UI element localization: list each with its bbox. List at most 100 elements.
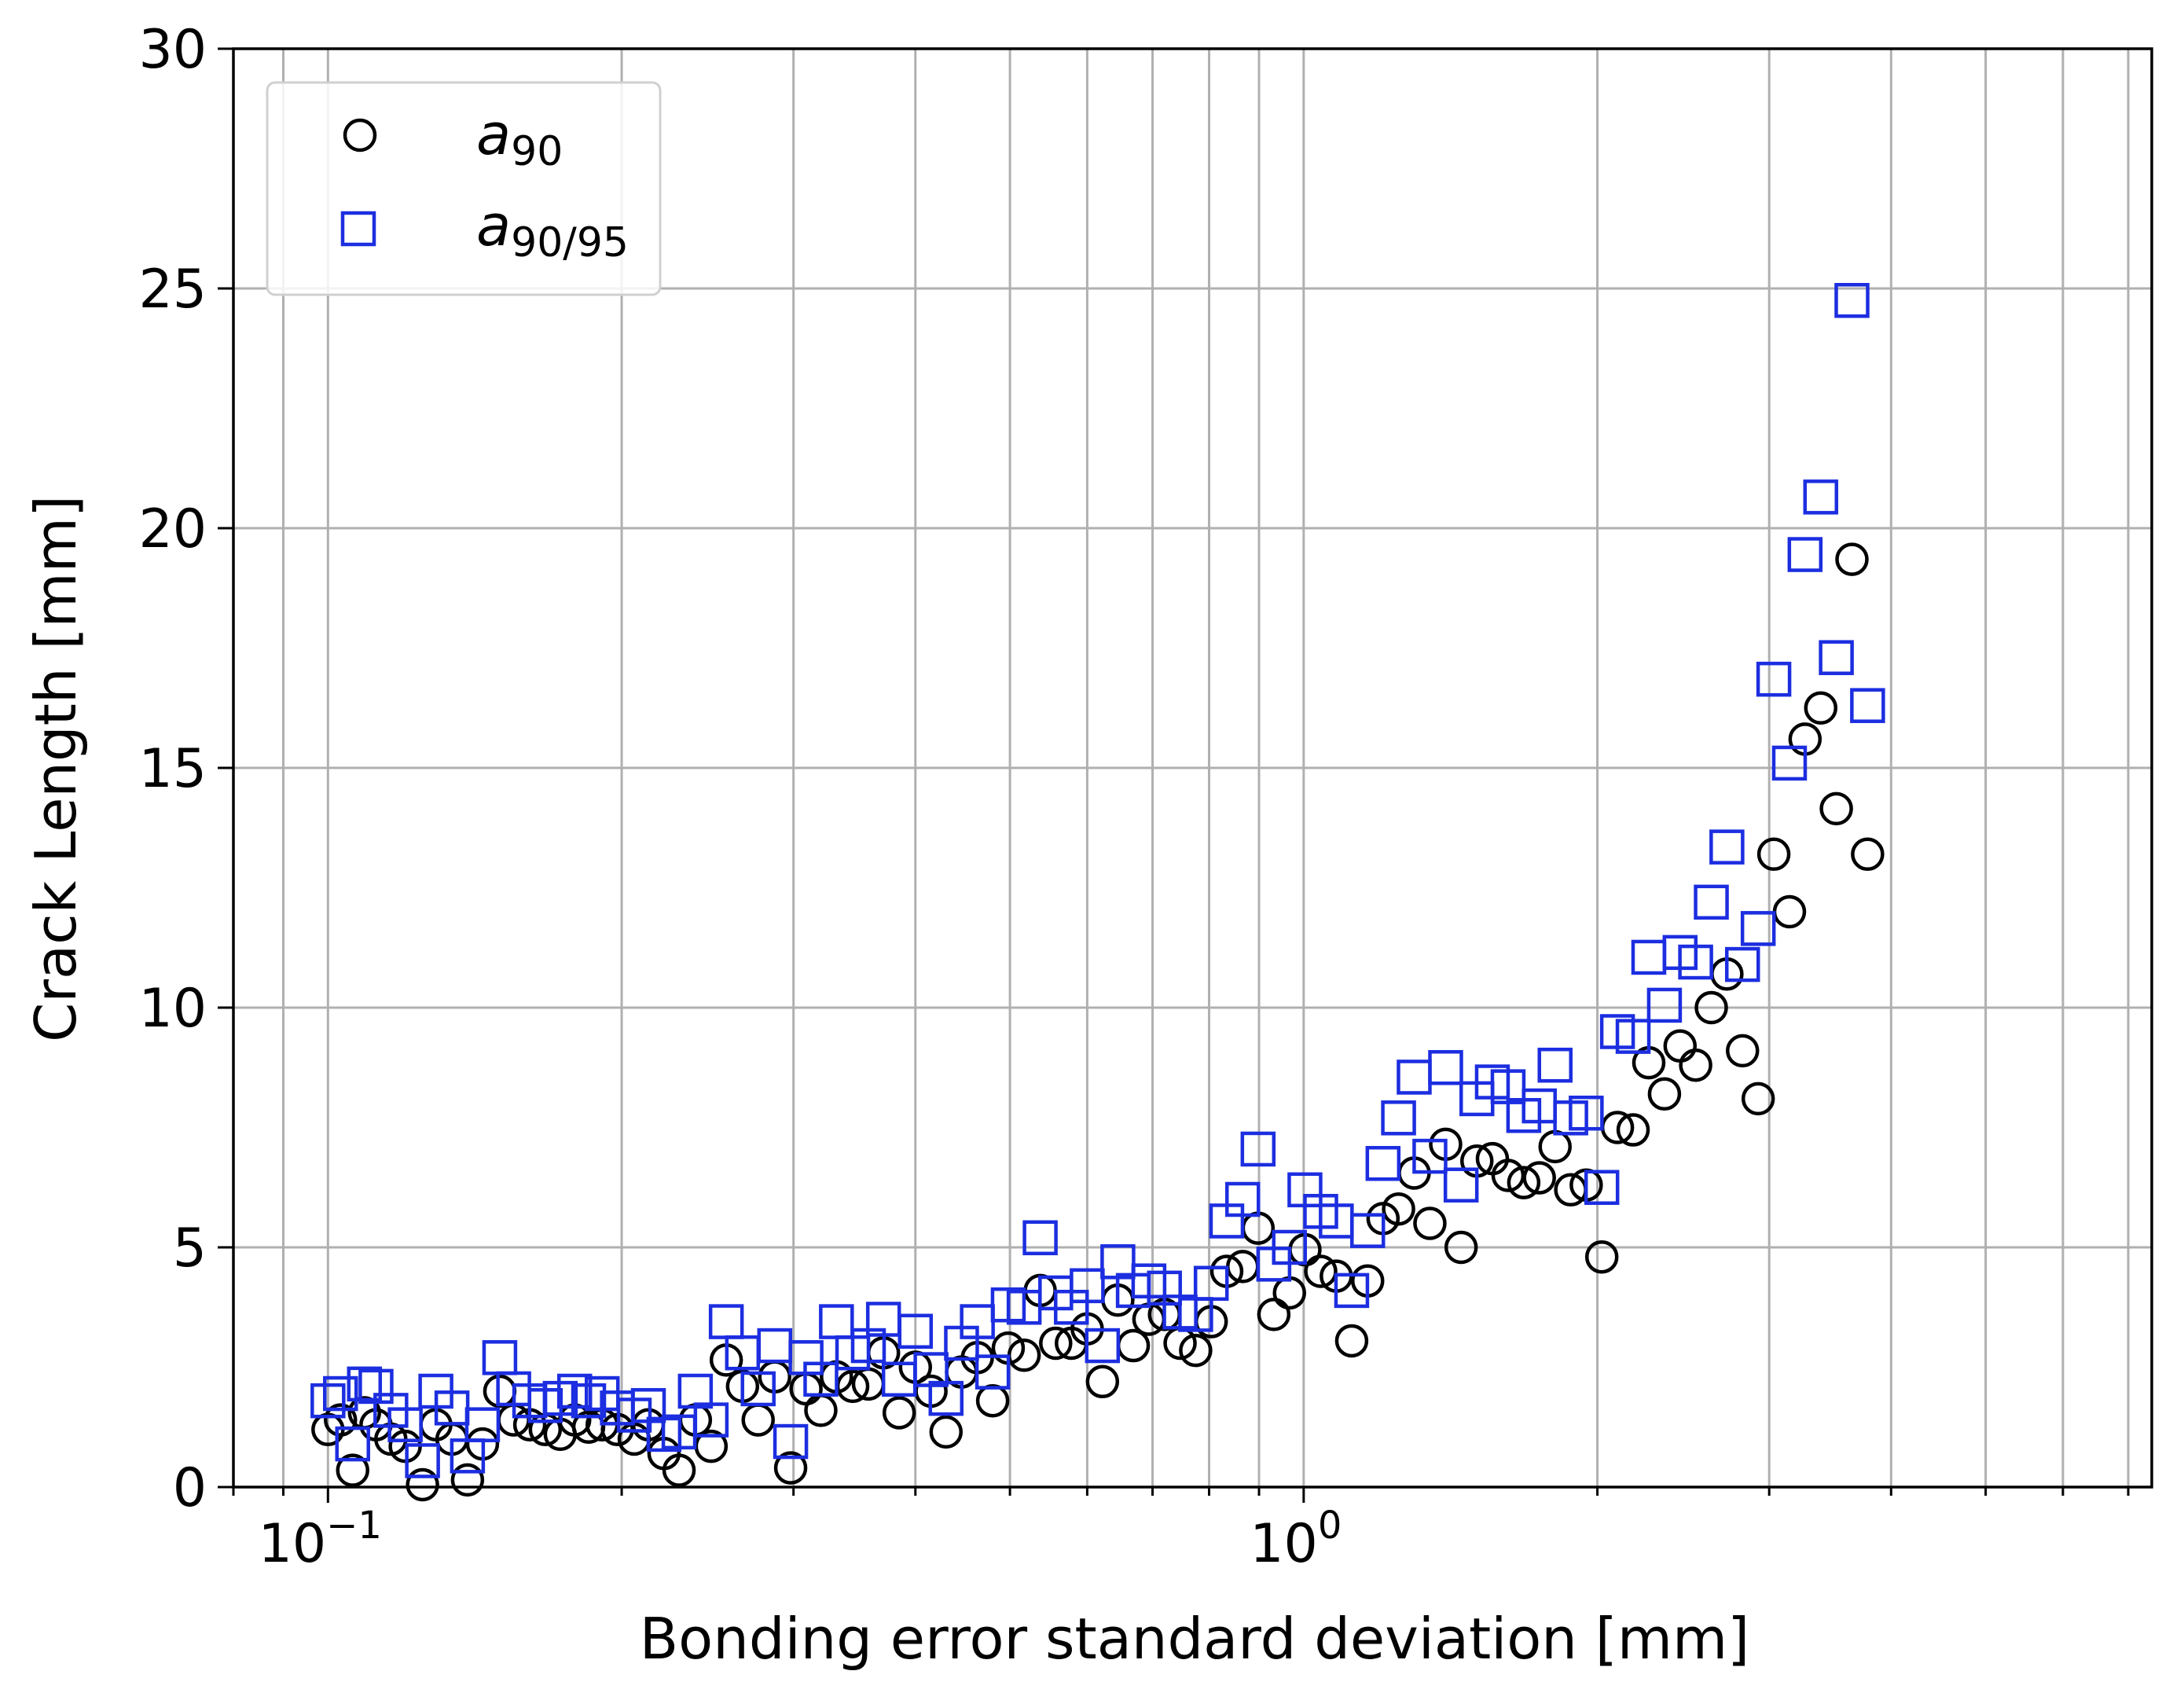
y-tick-label: 15	[138, 738, 207, 800]
data-point-a90-95	[1537, 1047, 1573, 1083]
data-point-a90-95	[1771, 745, 1808, 781]
data-point-a90	[1085, 1364, 1120, 1399]
data-point-a90-95	[405, 1443, 440, 1478]
data-point-a90-95	[1381, 1100, 1416, 1136]
data-point-a90-95	[323, 1375, 358, 1412]
data-point-a90-95	[482, 1340, 518, 1375]
data-point-a90	[1663, 1029, 1698, 1063]
data-point-a90	[450, 1463, 485, 1497]
data-point-a90	[1835, 542, 1869, 576]
data-point-a90-95	[1569, 1095, 1604, 1131]
data-point-a90	[1039, 1326, 1073, 1361]
data-point-a90-95	[1709, 829, 1745, 865]
data-point-a90	[1772, 894, 1807, 929]
data-point-a90-95	[803, 1361, 839, 1397]
data-point-a90	[1272, 1276, 1306, 1310]
data-point-a90	[324, 1403, 358, 1437]
data-point-a90-95	[1615, 1019, 1651, 1054]
data-point-a90-95	[1678, 944, 1713, 980]
x-tick-label-base: 10	[1250, 1513, 1318, 1575]
legend-square-marker	[340, 211, 376, 247]
x-tick-label: 100	[1250, 1504, 1342, 1575]
data-point-a90	[336, 1453, 369, 1487]
data-point-a90-95	[975, 1354, 1011, 1390]
data-point-a90-95	[773, 1423, 809, 1460]
data-point-a90-95	[1631, 939, 1667, 975]
data-point-a90-95	[1100, 1244, 1136, 1280]
data-point-a90	[741, 1403, 775, 1437]
data-point-a90	[1116, 1328, 1151, 1363]
legend: a90 a90/95	[266, 81, 662, 296]
data-point-a90	[1756, 837, 1791, 872]
data-point-a90	[1413, 1206, 1447, 1240]
plot-frame	[232, 47, 2153, 1489]
data-point-a90-95	[819, 1304, 854, 1339]
data-point-a90	[1257, 1298, 1291, 1331]
data-point-a90-95	[1584, 1170, 1620, 1205]
legend-box	[266, 81, 662, 296]
legend-label-a90-95: a90/95	[476, 193, 629, 266]
y-tick-label: 25	[138, 259, 207, 321]
data-point-a90-95	[928, 1380, 964, 1416]
data-point-a90-95	[740, 1371, 776, 1407]
data-point-a90	[406, 1467, 439, 1502]
data-point-a90	[1819, 791, 1853, 826]
data-point-a90-95	[1193, 1265, 1229, 1301]
x-tick-label-base: 10	[259, 1513, 327, 1575]
data-point-a90-95	[1350, 1213, 1386, 1248]
data-point-a90-95	[677, 1373, 714, 1409]
y-tick-label: 30	[138, 19, 207, 81]
data-point-a90	[1584, 1239, 1619, 1274]
data-point-a90-95	[310, 1383, 346, 1419]
data-point-a90	[1804, 691, 1838, 725]
data-point-a90-95	[1272, 1229, 1307, 1265]
data-point-a90-95	[757, 1328, 793, 1364]
data-point-a90	[929, 1415, 964, 1449]
data-point-a90-95	[693, 1402, 729, 1438]
x-tick-label-exponent: 0	[1318, 1504, 1342, 1548]
data-point-a90	[1304, 1254, 1338, 1288]
data-point-a90	[1741, 1082, 1775, 1116]
data-point-a90-95	[335, 1426, 370, 1462]
x-tick-label: 10−1	[259, 1504, 382, 1575]
x-axis-title: Bonding error standard deviation [mm]	[640, 1606, 1749, 1672]
data-point-a90-95	[1740, 911, 1776, 946]
data-point-a90-95	[1225, 1181, 1261, 1217]
data-point-a90	[773, 1451, 808, 1485]
data-point-a90-95	[1819, 640, 1854, 675]
data-point-a90	[1334, 1324, 1369, 1358]
data-point-a90-95	[897, 1313, 934, 1349]
series-a90-95	[310, 283, 1885, 1478]
data-point-a90	[1726, 1034, 1760, 1068]
legend-circle-marker	[343, 118, 377, 152]
data-point-a90-95	[347, 1366, 383, 1402]
data-point-a90-95	[708, 1304, 744, 1339]
data-point-a90-95	[1443, 1167, 1479, 1203]
data-point-a90	[975, 1383, 1010, 1418]
data-points	[310, 283, 1885, 1502]
data-point-a90-95	[1334, 1273, 1370, 1309]
data-point-a90-95	[1725, 946, 1760, 982]
data-point-a90-95	[1412, 1138, 1448, 1174]
data-point-a90-95	[1834, 283, 1870, 318]
data-point-a90-95	[1694, 884, 1729, 920]
data-point-a90-95	[1070, 1268, 1105, 1304]
data-point-a90	[1679, 1048, 1712, 1082]
data-point-a90-95	[1787, 537, 1823, 572]
data-point-a90-95	[1428, 1050, 1463, 1085]
y-tick-label: 20	[138, 498, 207, 560]
data-point-a90	[483, 1374, 517, 1408]
data-point-a90	[804, 1394, 838, 1427]
y-axis-title: Crack Length [mm]	[23, 495, 89, 1042]
data-point-a90-95	[1756, 661, 1792, 697]
data-point-a90-95	[1022, 1220, 1058, 1256]
data-point-a90-95	[1240, 1131, 1276, 1167]
data-point-a90-95	[464, 1407, 501, 1442]
data-point-a90	[1507, 1166, 1541, 1199]
data-point-a90-95	[1397, 1060, 1432, 1095]
data-point-a90	[1538, 1129, 1572, 1164]
data-point-a90	[882, 1396, 916, 1430]
